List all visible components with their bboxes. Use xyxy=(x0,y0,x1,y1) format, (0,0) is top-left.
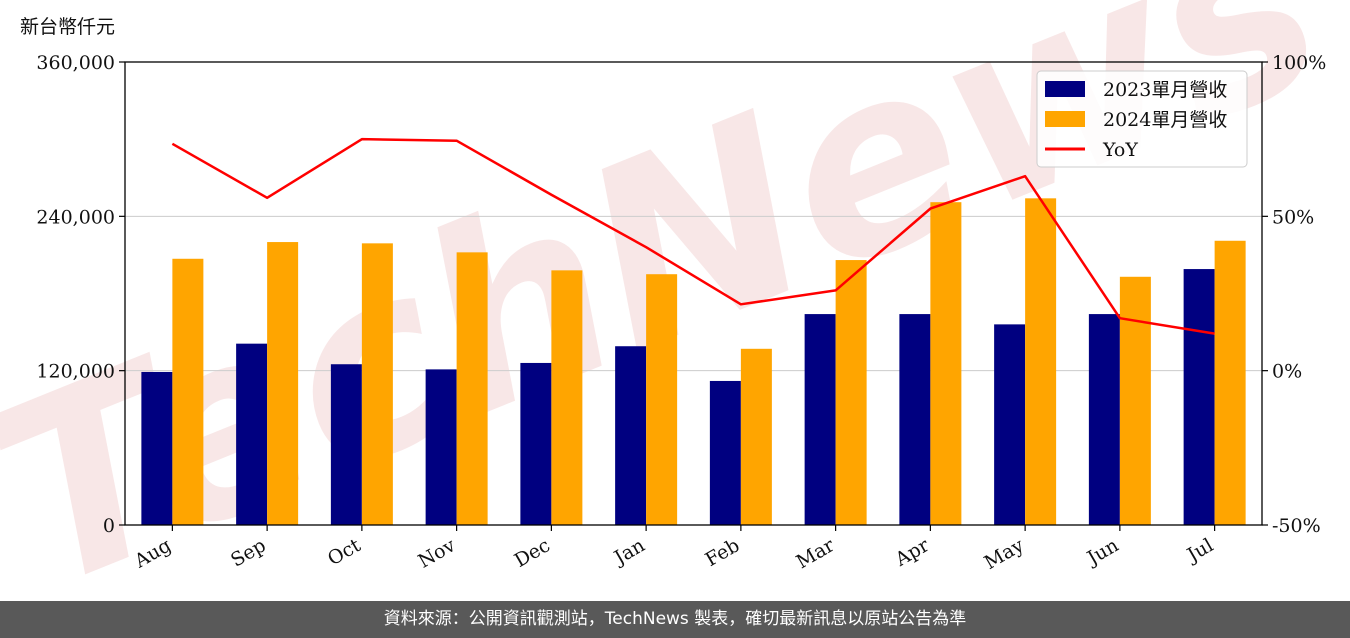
y-right-tick-label: 0% xyxy=(1272,361,1302,383)
x-tick-label-mar: Mar xyxy=(793,534,839,573)
y-left-tick-label: 240,000 xyxy=(36,206,115,228)
bar-2023-jan xyxy=(615,346,647,525)
bar-2023-sep xyxy=(236,343,268,525)
bar-2023-feb xyxy=(709,380,741,525)
bar-2024-apr xyxy=(930,202,962,526)
bar-2024-dec xyxy=(551,270,583,525)
y-left-tick-label: 360,000 xyxy=(36,52,115,74)
x-tick-label-dec: Dec xyxy=(511,534,554,572)
bar-2023-mar xyxy=(804,314,836,525)
legend-item-yoy-label: YoY xyxy=(1102,139,1138,161)
y-right-tick-label: 100% xyxy=(1272,52,1326,74)
legend-box xyxy=(1036,70,1248,168)
x-tick-label-may: May xyxy=(981,534,1028,574)
plot-frame xyxy=(124,61,1263,526)
bar-2024-oct xyxy=(361,243,393,525)
bar-2023-may xyxy=(994,324,1026,525)
bar-2024-sep xyxy=(267,242,299,526)
x-tick-label-jul: Jul xyxy=(1182,534,1217,567)
bars xyxy=(141,198,1246,526)
x-tick-label-feb: Feb xyxy=(702,534,744,571)
bar-2023-aug xyxy=(141,371,173,525)
bar-2024-may xyxy=(1025,198,1057,526)
y-right-tick-label: -50% xyxy=(1272,515,1321,537)
y-axis-unit-label: 新台幣仟元 xyxy=(20,16,116,38)
bar-2023-oct xyxy=(330,364,362,525)
bar-2023-jun xyxy=(1088,314,1120,525)
source-footer: 資料來源：公開資訊觀測站，TechNews 製表，確切最新訊息以原站公告為準 xyxy=(0,601,1350,638)
x-tick-label-jan: Jan xyxy=(609,534,649,570)
y-right-tick-label: 50% xyxy=(1272,206,1314,228)
bar-2023-nov xyxy=(425,369,457,525)
bar-2024-jul xyxy=(1214,240,1246,525)
bar-2024-aug xyxy=(172,258,204,525)
bar-2024-mar xyxy=(835,260,867,525)
legend-item-2024-label: 2024單月營收 xyxy=(1103,109,1227,131)
x-tick-label-jun: Jun xyxy=(1082,534,1123,570)
legend-item-2023-swatch xyxy=(1045,81,1085,97)
y-left-tick-label: 0 xyxy=(103,515,115,537)
yoy-line-layer xyxy=(171,137,1215,335)
x-tick-label-oct: Oct xyxy=(324,534,365,570)
bar-2023-dec xyxy=(520,362,552,525)
grid-lines xyxy=(125,215,1262,372)
y-left-tick-label: 120,000 xyxy=(36,361,115,383)
bar-2024-jun xyxy=(1119,276,1151,525)
legend-item-2023-label: 2023單月營收 xyxy=(1103,79,1227,101)
legend: 2023單月營收 2024單月營收 YoY xyxy=(1036,70,1248,168)
bar-2024-nov xyxy=(456,252,488,525)
x-tick-label-apr: Apr xyxy=(891,534,934,571)
yoy-line xyxy=(171,137,1215,335)
revenue-chart: TechNews 0120,000240,000360,000-50%0%50%… xyxy=(0,0,1350,600)
bar-2024-jan xyxy=(646,274,678,525)
legend-item-2024-swatch xyxy=(1045,111,1085,127)
bar-2024-feb xyxy=(740,348,772,525)
x-tick-label-nov: Nov xyxy=(415,534,460,573)
bar-2023-apr xyxy=(899,314,931,525)
bar-2023-jul xyxy=(1183,269,1215,525)
